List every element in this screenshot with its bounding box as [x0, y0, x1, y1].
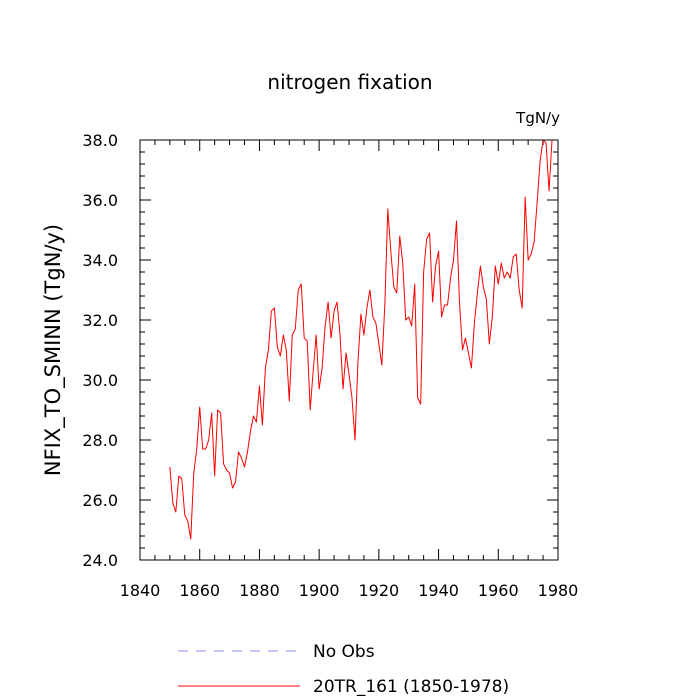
x-tick-label: 1960	[478, 581, 519, 600]
x-tick-label: 1880	[239, 581, 280, 600]
x-tick-label: 1900	[299, 581, 340, 600]
plot-frame	[139, 139, 559, 561]
y-tick-label: 24.0	[82, 551, 118, 570]
y-axis-label: NFIX_TO_SMINN (TgN/y)	[41, 224, 66, 476]
series-line	[169, 139, 553, 540]
x-tick-label: 1980	[538, 581, 579, 600]
x-tick-label: 1840	[120, 581, 161, 600]
series-layer	[169, 139, 553, 540]
legend-label: 20TR_161 (1850-1978)	[313, 677, 509, 697]
y-tick-label: 36.0	[82, 191, 118, 210]
y-tick-label: 34.0	[82, 251, 118, 270]
chart-title: nitrogen fixation	[267, 70, 432, 94]
x-tick-label: 1860	[179, 581, 220, 600]
y-tick-label: 28.0	[82, 431, 118, 450]
axis-ticks: 1840 1860 1880 1900 1920 1940 1960 1980 24.0 26.0…	[82, 131, 578, 600]
y-tick-label: 30.0	[82, 371, 118, 390]
legend-label: No Obs	[313, 642, 375, 662]
y-tick-label: 38.0	[82, 131, 118, 150]
units-label: TgN/y	[515, 109, 560, 127]
x-tick-label: 1940	[418, 581, 459, 600]
y-tick-label: 32.0	[82, 311, 118, 330]
legend: No Obs 20TR_161 (1850-1978)	[178, 642, 509, 697]
y-tick-label: 26.0	[82, 491, 118, 510]
x-tick-label: 1920	[358, 581, 399, 600]
